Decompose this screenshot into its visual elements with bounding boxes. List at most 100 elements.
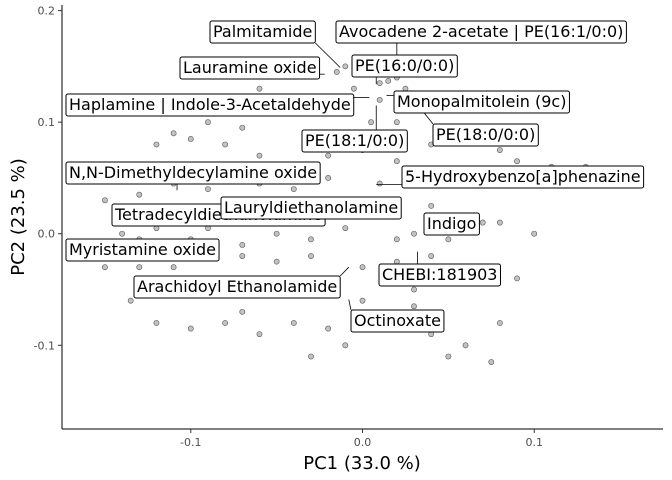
point-label: Indigo xyxy=(423,212,480,236)
data-point xyxy=(187,135,194,142)
data-point xyxy=(531,230,538,237)
data-point xyxy=(222,141,229,148)
point-label-box xyxy=(423,212,480,236)
data-point xyxy=(325,152,332,159)
data-point xyxy=(136,264,143,271)
data-point xyxy=(119,230,125,237)
data-point xyxy=(496,147,503,153)
data-point xyxy=(170,264,177,271)
data-point xyxy=(393,119,400,126)
point-label: Monopalmitolein (9c) xyxy=(393,90,570,114)
point-label-text: Lauramine oxide xyxy=(183,58,317,77)
point-label-box xyxy=(133,275,341,299)
point-label-text: 5-Hydroxybenzo[a]phenazine xyxy=(405,167,641,186)
data-point xyxy=(256,85,263,92)
data-point xyxy=(290,320,297,326)
data-point xyxy=(428,202,435,209)
point-label-text: PE(18:0/0:0) xyxy=(436,125,535,144)
point-label-box xyxy=(351,54,458,78)
data-point xyxy=(342,63,349,70)
x-tick-label: 0.0 xyxy=(354,436,372,449)
y-tick-label: -0.1 xyxy=(34,339,55,352)
data-point xyxy=(445,236,452,243)
point-label-text: N,N-Dimethyldecylamine oxide xyxy=(69,163,317,182)
point-label-box xyxy=(350,309,445,333)
data-point xyxy=(170,130,177,137)
point-label-box xyxy=(432,123,539,147)
data-point xyxy=(411,230,417,237)
data-point xyxy=(376,96,383,103)
point-label: Lauryldiethanolamine xyxy=(220,196,402,220)
data-point xyxy=(368,119,374,126)
data-point xyxy=(308,253,314,259)
data-point xyxy=(496,320,503,326)
data-point xyxy=(488,359,495,365)
data-point xyxy=(153,141,160,148)
data-point xyxy=(411,303,417,310)
data-point xyxy=(351,85,357,92)
data-point xyxy=(479,219,486,226)
point-label-text: Octinoxate xyxy=(354,311,441,330)
data-point xyxy=(102,197,108,204)
data-point xyxy=(496,219,503,226)
point-label-box xyxy=(378,263,501,287)
label-leader-line xyxy=(315,42,341,68)
point-label-text: PE(18:1/0:0) xyxy=(305,131,404,150)
data-point xyxy=(428,253,435,259)
data-point xyxy=(256,152,263,159)
data-point xyxy=(205,119,211,126)
data-point xyxy=(239,124,246,131)
point-label-text: Myristamine oxide xyxy=(69,240,216,259)
data-point xyxy=(102,264,108,271)
y-tick-label: 0.0 xyxy=(38,228,56,241)
data-point xyxy=(256,331,263,338)
data-point xyxy=(445,353,452,360)
label-leader-line xyxy=(339,266,350,277)
point-label-text: Lauryldiethanolamine xyxy=(224,198,398,217)
data-point xyxy=(333,69,340,75)
data-point xyxy=(136,191,143,198)
point-label-box xyxy=(220,196,402,220)
point-label-box xyxy=(301,129,408,153)
point-label-box xyxy=(65,238,220,262)
data-point xyxy=(308,236,314,243)
data-point xyxy=(153,320,160,326)
data-point xyxy=(359,297,366,304)
point-label: Lauramine oxide xyxy=(179,56,321,80)
data-point xyxy=(393,236,400,243)
x-tick-label: -0.1 xyxy=(180,436,201,449)
data-point xyxy=(325,325,332,332)
data-point xyxy=(376,80,383,87)
data-point xyxy=(342,225,349,232)
data-point xyxy=(514,158,520,165)
point-label-box xyxy=(393,90,570,114)
point-label: Haplamine | Indole-3-Acetaldehyde xyxy=(65,93,355,117)
point-label-text: Palmitamide xyxy=(213,22,312,41)
point-label: PE(18:0/0:0) xyxy=(432,123,539,147)
data-point xyxy=(273,230,280,237)
data-point xyxy=(376,180,383,187)
data-point xyxy=(290,186,297,193)
point-label: N,N-Dimethyldecylamine oxide xyxy=(65,161,321,185)
point-label: PE(16:0/0:0) xyxy=(351,54,458,78)
data-point xyxy=(273,258,280,265)
point-label: Avocadene 2-acetate | PE(16:1/0:0) xyxy=(335,20,627,44)
data-point xyxy=(393,158,400,165)
data-point xyxy=(187,325,194,332)
y-axis-title: PC2 (23.5 %) xyxy=(8,158,29,276)
point-label: 5-Hydroxybenzo[a]phenazine xyxy=(401,165,645,189)
y-tick-label: 0.1 xyxy=(38,116,56,129)
data-point xyxy=(385,77,392,84)
data-point xyxy=(239,308,246,315)
point-label-box xyxy=(401,165,645,189)
point-label: PE(18:1/0:0) xyxy=(301,129,408,153)
data-point xyxy=(393,258,400,265)
data-point xyxy=(308,353,314,360)
point-label-text: CHEBI:181903 xyxy=(382,265,497,284)
data-point xyxy=(222,320,229,326)
point-label-text: PE(16:0/0:0) xyxy=(355,56,454,75)
point-label: CHEBI:181903 xyxy=(378,263,501,287)
point-label-text: Avocadene 2-acetate | PE(16:1/0:0) xyxy=(339,22,623,41)
point-labels-layer: Palmitamide Avocadene 2-acetate | PE(16:1… xyxy=(65,20,645,333)
point-label-box xyxy=(65,161,321,185)
